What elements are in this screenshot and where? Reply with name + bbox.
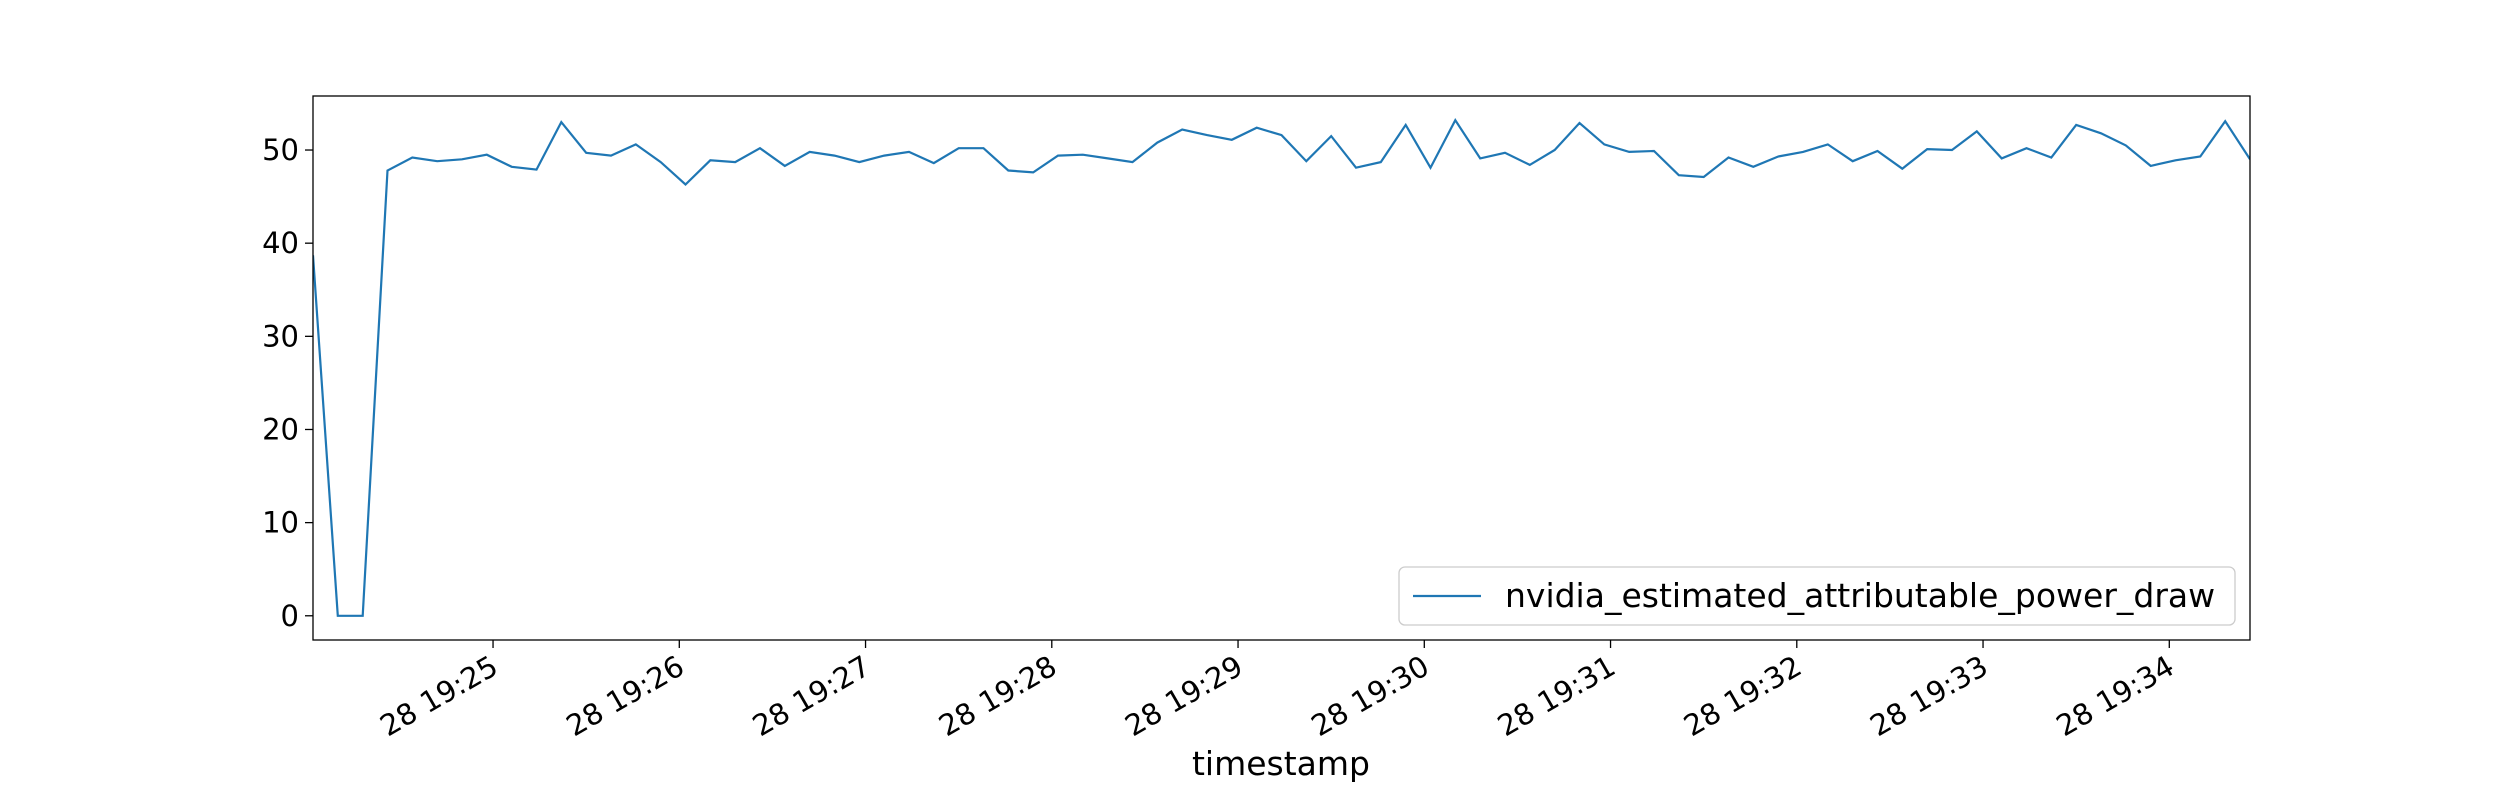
x-tick-label: 28 19:29 xyxy=(1119,649,1248,743)
plot-frame xyxy=(312,95,2251,641)
x-tick-label: 28 19:26 xyxy=(560,649,689,743)
data-line xyxy=(313,118,2250,617)
y-tick-label: 10 xyxy=(262,506,299,540)
x-tick-label: 28 19:30 xyxy=(1305,649,1434,743)
y-tick-label: 40 xyxy=(262,226,299,260)
x-tick-label: 28 19:33 xyxy=(1864,649,1993,743)
legend-box xyxy=(1398,566,2236,626)
y-tick-label: 20 xyxy=(262,412,299,446)
x-tick-label: 28 19:31 xyxy=(1492,649,1621,743)
x-tick-label: 28 19:32 xyxy=(1678,649,1807,743)
y-tick-label: 0 xyxy=(281,599,299,633)
y-tick-label: 50 xyxy=(262,133,299,167)
y-tick-label: 30 xyxy=(262,319,299,353)
x-axis-label: timestamp xyxy=(1192,744,1370,783)
x-tick-label: 28 19:28 xyxy=(933,649,1062,743)
x-tick-label: 28 19:25 xyxy=(374,649,503,743)
legend-label: nvidia_estimated_attributable_power_draw xyxy=(1505,576,2215,615)
x-tick-label: 28 19:27 xyxy=(747,649,876,743)
x-tick-label: 28 19:34 xyxy=(2050,649,2179,743)
